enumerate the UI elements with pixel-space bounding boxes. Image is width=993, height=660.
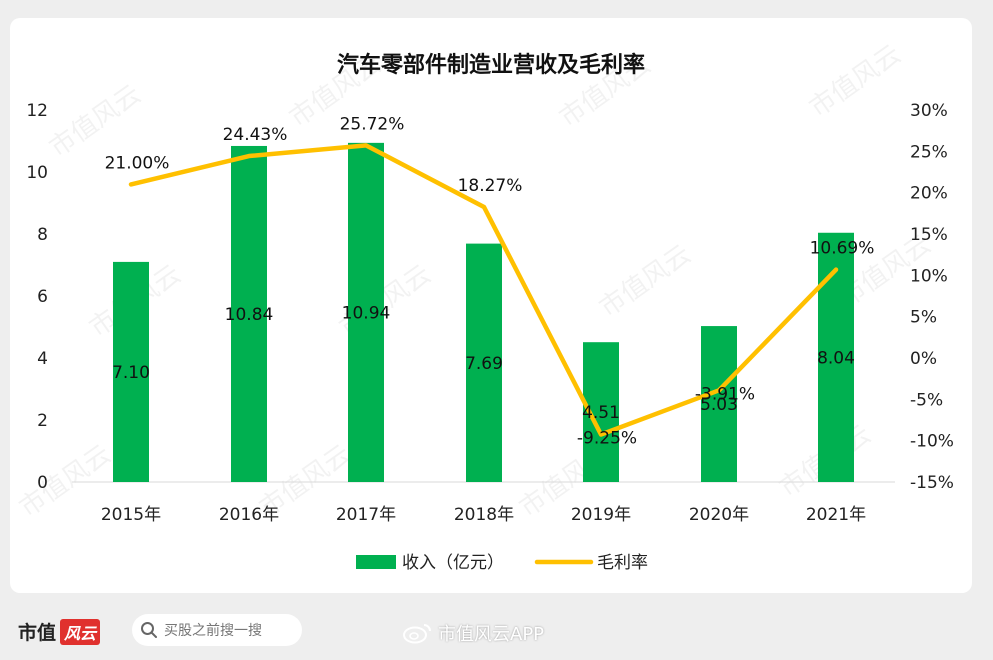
- y-right-tick-label: 0%: [910, 349, 937, 369]
- margin-data-label: 18.27%: [458, 176, 523, 196]
- y-left-tick-label: 10: [26, 163, 48, 183]
- margin-data-label: 21.00%: [105, 153, 170, 173]
- y-left-tick-label: 4: [37, 349, 48, 369]
- revenue-data-label: 5.03: [700, 395, 738, 415]
- revenue-data-label: 4.51: [582, 403, 620, 423]
- revenue-data-label: 7.10: [112, 363, 150, 383]
- revenue-bar: [818, 232, 854, 482]
- x-tick-label: 2016年: [219, 505, 279, 525]
- y-right-tick-label: 25%: [910, 142, 948, 162]
- x-tick-label: 2015年: [101, 505, 161, 525]
- margin-data-label: -3.91%: [695, 384, 755, 404]
- footer-bar: 市值 风云 买股之前搜一搜 市值风云APP: [0, 600, 993, 660]
- y-right-tick-label: 10%: [910, 266, 948, 286]
- y-right-tick-label: -15%: [910, 473, 954, 493]
- y-left-tick-label: 6: [37, 287, 48, 307]
- revenue-bar: [466, 243, 502, 482]
- y-left-tick-label: 2: [37, 411, 48, 431]
- revenue-bar: [231, 145, 267, 482]
- revenue-bar: [701, 326, 737, 482]
- y-right-tick-label: 15%: [910, 225, 948, 245]
- legend-label-revenue: 收入（亿元）: [402, 553, 504, 573]
- watermark-text: 市值风云: [594, 239, 696, 323]
- search-icon: [141, 622, 157, 638]
- x-tick-label: 2018年: [454, 505, 514, 525]
- search-box[interactable]: 买股之前搜一搜: [132, 614, 302, 646]
- brand-logo: 市值 风云: [18, 618, 101, 645]
- margin-line: [128, 143, 839, 437]
- y-right-tick-label: 20%: [910, 184, 948, 204]
- revenue-bar: [348, 142, 384, 483]
- margin-data-label: 25.72%: [340, 114, 405, 134]
- x-tick-label: 2020年: [689, 505, 749, 525]
- y-left-tick-label: 8: [37, 225, 48, 245]
- margin-data-label: 24.43%: [223, 125, 288, 145]
- y-right-tick-label: -5%: [910, 390, 943, 410]
- revenue-data-label: 8.04: [817, 348, 855, 368]
- revenue-data-label: 10.94: [342, 303, 391, 323]
- y-right-tick-label: 5%: [910, 308, 937, 328]
- revenue-data-label: 7.69: [465, 354, 503, 374]
- revenue-bar: [113, 261, 149, 482]
- chart-title: 汽车零部件制造业营收及毛利率: [337, 52, 645, 78]
- chart-card: 市值风云 市值风云 市值风云 市值风云 市值风云 市值风云 市值风云 市值风云 市值风云 市值风云…: [10, 18, 972, 593]
- margin-data-label: 10.69%: [810, 239, 875, 259]
- legend-swatch-revenue: [356, 555, 396, 569]
- weibo-account[interactable]: 市值风云APP: [402, 620, 544, 646]
- x-tick-label: 2021年: [806, 505, 866, 525]
- app-label: 市值风云APP: [438, 624, 545, 645]
- watermark-text: 市值风云: [804, 39, 906, 123]
- y-left-tick-label: 0: [37, 473, 48, 493]
- watermark-text: 市值风云: [44, 79, 146, 163]
- search-placeholder: 买股之前搜一搜: [164, 623, 262, 639]
- x-tick-label: 2017年: [336, 505, 396, 525]
- weibo-icon: [403, 624, 431, 644]
- brand-mark: 风云: [60, 618, 101, 645]
- margin-data-label: -9.25%: [577, 428, 637, 448]
- y-right-tick-label: -10%: [910, 432, 954, 452]
- revenue-data-label: 10.84: [225, 305, 274, 325]
- brand-text: 市值: [18, 622, 57, 644]
- y-left-tick-label: 12: [26, 101, 48, 121]
- legend-label-margin: 毛利率: [597, 553, 648, 573]
- y-right-tick-label: 30%: [910, 101, 948, 121]
- x-tick-label: 2019年: [571, 505, 631, 525]
